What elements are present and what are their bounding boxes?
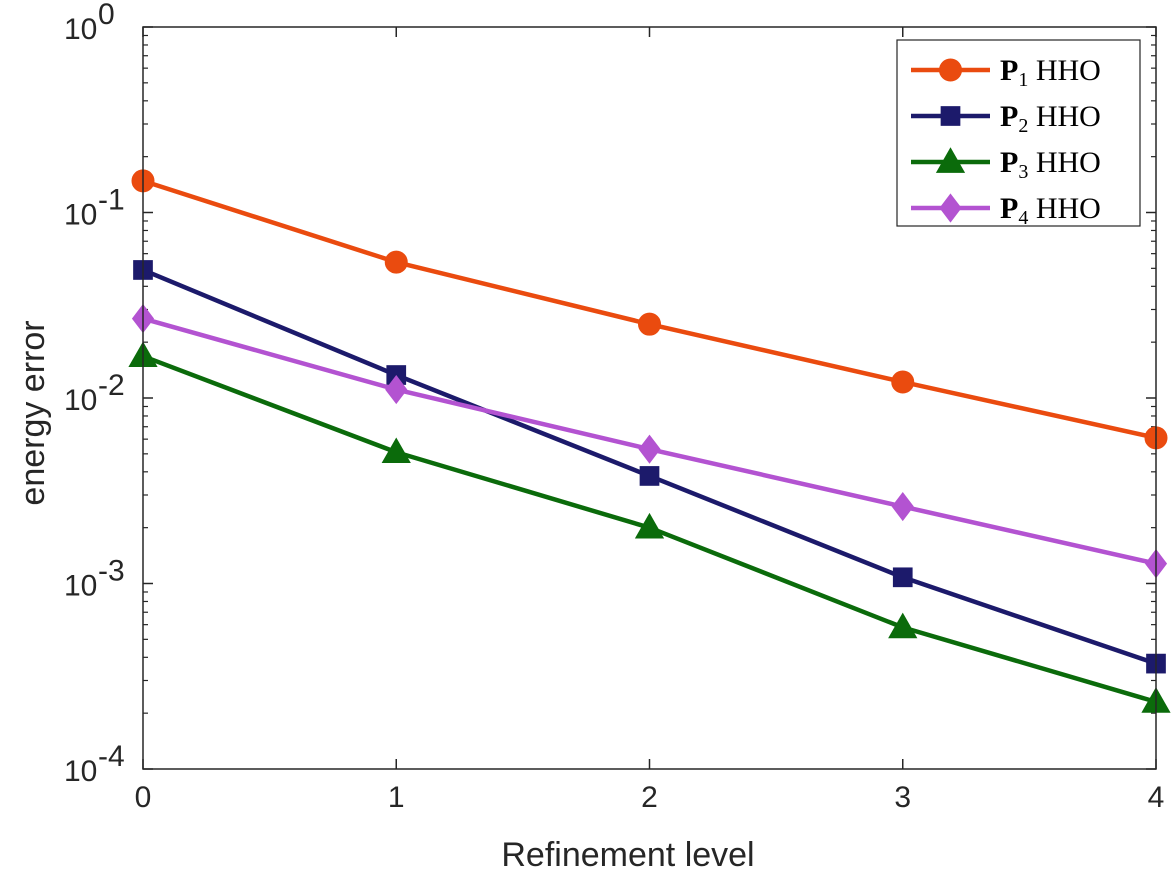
y-tick-label-exponent: -3 (98, 555, 125, 588)
y-tick-label: 10 -3 (64, 555, 125, 603)
series-4 (131, 304, 1168, 579)
x-tick-label: 0 (135, 781, 152, 814)
data-point-circle (638, 312, 661, 336)
legend: P1 HHO P2 HHO P3 HHO P4 HHO (896, 39, 1141, 229)
x-tick-label: 1 (388, 781, 405, 814)
data-point-triangle (935, 147, 966, 173)
y-tick-label: 10 0 (64, 0, 115, 46)
y-tick-label-base: 10 (64, 199, 97, 232)
data-point-diamond (891, 491, 914, 522)
y-tick-label: 10 -4 (64, 740, 125, 788)
legend-item-4: P4 HHO (911, 192, 1101, 229)
legend-label: P2 HHO (1000, 100, 1101, 137)
data-point-diamond (939, 193, 962, 223)
y-tick-label-base: 10 (64, 13, 97, 46)
data-point-triangle (888, 612, 918, 639)
data-point-diamond (385, 375, 408, 405)
y-tick-label-exponent: -2 (98, 369, 125, 402)
y-tick-label: 10 -1 (64, 184, 125, 232)
data-point-diamond (638, 434, 661, 464)
data-point-triangle (634, 512, 665, 539)
plot-frame (142, 26, 1157, 770)
y-tick-label: 10 -2 (64, 369, 125, 417)
y-tick-label-base: 10 (64, 570, 97, 603)
series-1 (131, 169, 1168, 450)
data-point-square (892, 567, 913, 588)
series-layer (128, 169, 1171, 713)
legend-label: P1 HHO (1000, 54, 1101, 91)
y-tick-label-base: 10 (64, 384, 97, 417)
data-point-square (940, 106, 961, 126)
data-point-triangle (381, 437, 411, 464)
y-tick-label-base: 10 (64, 755, 97, 788)
legend-label: P4 HHO (1000, 192, 1101, 229)
x-tick-label: 2 (641, 781, 658, 814)
x-tick-label: 3 (894, 781, 911, 814)
data-point-circle (384, 250, 408, 274)
legend-item-3: P3 HHO (911, 146, 1101, 183)
y-tick-label-exponent: -4 (98, 740, 125, 773)
x-tick-labels: 0 1 2 3 4 (135, 781, 1165, 814)
x-tick-label: 4 (1148, 781, 1165, 814)
data-point-circle (939, 58, 962, 82)
y-tick-label-exponent: 0 (98, 0, 115, 31)
x-axis-label: Refinement level (501, 836, 754, 874)
legend-item-1: P1 HHO (911, 54, 1101, 91)
series-3 (128, 341, 1171, 713)
legend-label: P3 HHO (1000, 146, 1101, 183)
data-point-circle (891, 370, 915, 394)
y-axis-label: energy error (14, 320, 52, 505)
y-tick-label-exponent: -1 (98, 184, 125, 217)
legend-item-2: P2 HHO (911, 100, 1101, 137)
data-point-square (639, 466, 660, 486)
